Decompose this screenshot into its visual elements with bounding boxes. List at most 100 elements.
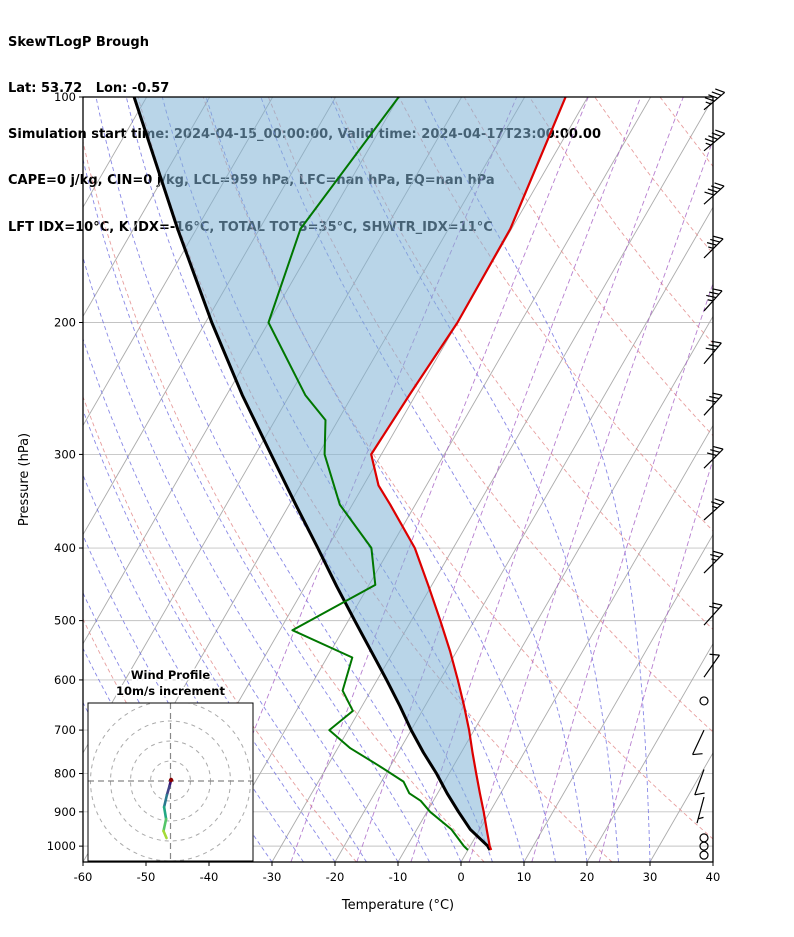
barb-feather: [709, 395, 720, 400]
barb-feather: [713, 550, 724, 555]
dry-adiabat-line: [202, 97, 713, 840]
cape-shading-layer: [134, 97, 566, 850]
barb-feather: [711, 501, 721, 506]
mixing-ratio-line: [290, 97, 589, 862]
wind-barb: [692, 729, 705, 756]
moist-adiabat-line: [83, 473, 304, 862]
barb-feather: [704, 97, 715, 102]
y-tick-label: 800: [54, 767, 76, 781]
hodograph-title: Wind Profile: [131, 668, 211, 682]
calm-circle-glyph: [699, 841, 709, 851]
wind-barb: [703, 129, 726, 152]
y-tick-label: 600: [54, 673, 76, 687]
calm-circle-glyph: [699, 850, 709, 860]
y-axis-label: Pressure (hPa): [17, 433, 32, 526]
barb-feather: [712, 288, 723, 292]
barb-feather: [694, 792, 705, 796]
barb-feather: [705, 347, 716, 351]
barb-feather: [710, 449, 721, 453]
barb-feather: [713, 235, 724, 240]
dry-adiabat-line: [333, 97, 713, 631]
x-tick-label: -10: [389, 870, 408, 884]
barb-feather: [708, 344, 719, 348]
x-tick-label: -50: [137, 870, 156, 884]
barb-feather: [706, 242, 717, 246]
isotherm-gridline: [208, 97, 652, 862]
calm-wind-circle: [699, 833, 709, 843]
x-tick-label: 10: [517, 870, 532, 884]
y-tick-label: 400: [54, 541, 76, 555]
wind-barb: [703, 498, 725, 521]
dry-adiabat-line: [529, 97, 713, 345]
mixing-ratio-line: [356, 97, 642, 862]
barb-half-feather: [711, 505, 718, 509]
barb-feather: [709, 291, 720, 295]
barb-feather: [706, 399, 717, 403]
moist-adiabat-line: [260, 97, 588, 862]
barb-feather: [708, 94, 718, 99]
wind-barb-column: [692, 88, 726, 860]
x-tick-label: -60: [74, 870, 93, 884]
dry-adiabat-line: [594, 97, 713, 255]
barb-feather: [709, 653, 720, 656]
barb-feather: [711, 185, 721, 190]
isotherm-gridline: [334, 206, 713, 862]
barb-feather: [704, 191, 715, 196]
wind-barb: [703, 392, 723, 416]
isotherm-gridline: [712, 861, 713, 862]
hodograph-trace-segment: [162, 829, 168, 840]
isotherm-gridline: [83, 97, 85, 100]
x-tick-label: 20: [580, 870, 595, 884]
isotherm-gridline: [586, 642, 713, 862]
barb-feather: [708, 135, 718, 140]
barb-feather: [715, 88, 725, 93]
moist-adiabat-line: [83, 157, 430, 862]
barb-feather: [711, 340, 722, 344]
dry-adiabat-line: [463, 97, 713, 437]
y-tick-label: 100: [54, 90, 76, 104]
barb-staff: [696, 796, 705, 824]
barb-staff: [694, 769, 705, 796]
moist-adiabat-line: [83, 337, 367, 862]
barb-feather: [710, 238, 721, 243]
dry-adiabat-line: [83, 395, 357, 862]
hodograph-trace-segment: [162, 805, 168, 821]
moist-adiabat-line: [330, 97, 619, 862]
barb-feather: [715, 129, 725, 135]
profile-curves-layer: [132, 97, 567, 851]
calm-wind-circle: [699, 850, 709, 860]
temperature-curve: [370, 97, 567, 851]
x-tick-label: 30: [643, 870, 658, 884]
x-tick-label: 40: [706, 870, 721, 884]
figure-title: SkewTLogP Brough: [8, 34, 149, 50]
x-tick-label: -40: [200, 870, 219, 884]
y-tick-label: 300: [54, 447, 76, 461]
y-tick-label: 200: [54, 316, 76, 330]
moist-adiabat-line: [83, 255, 399, 862]
hodograph-trace-segment: [162, 817, 168, 833]
wind-barb: [703, 288, 723, 312]
y-tick-label: 1000: [47, 839, 76, 853]
dry-adiabat-line: [267, 97, 713, 733]
barb-feather: [713, 445, 724, 450]
barb-half-feather: [705, 101, 712, 105]
mixing-ratio-line: [468, 138, 713, 862]
isotherm-gridline: [460, 424, 713, 862]
barb-half-feather: [711, 558, 717, 561]
calm-circle-glyph: [699, 833, 709, 843]
moist-adiabat-line: [423, 97, 651, 862]
parcel-curve: [132, 97, 492, 851]
location-line: Lat: 53.72 Lon: -0.57: [8, 81, 170, 97]
wind-barb: [703, 602, 723, 626]
barb-staff: [703, 654, 720, 678]
wind-barb: [703, 182, 725, 205]
barb-feather: [714, 498, 725, 503]
dewpoint-curve: [267, 97, 469, 851]
barb-half-feather: [705, 142, 712, 146]
barb-staff: [703, 342, 722, 365]
barb-feather: [712, 392, 723, 396]
x-axis-label: Temperature (°C): [341, 898, 454, 913]
barb-feather: [706, 294, 717, 299]
